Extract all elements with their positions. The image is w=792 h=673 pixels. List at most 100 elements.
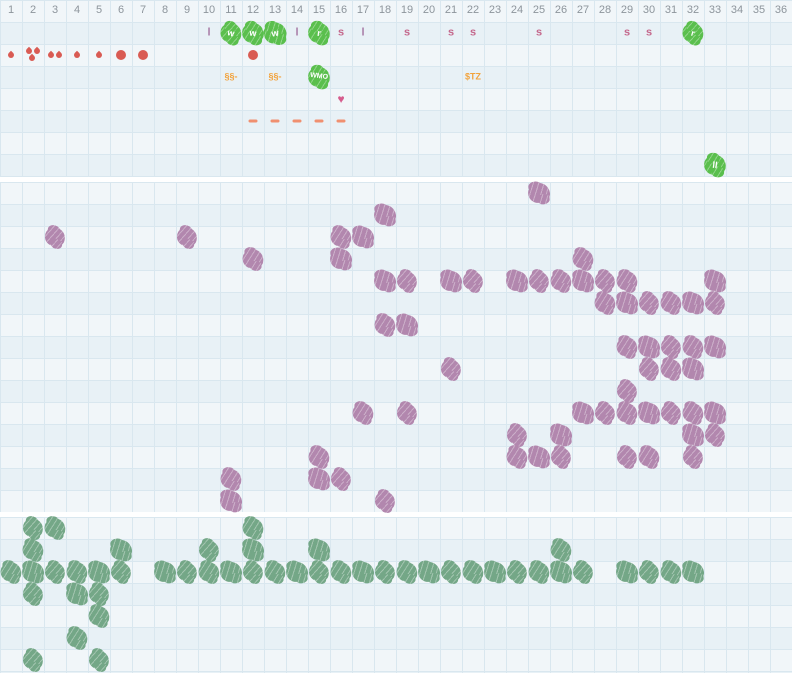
harvest-mark-blob: [328, 467, 354, 491]
week-number: 23: [488, 4, 502, 16]
water-droplet: [72, 50, 82, 60]
green-marker-blob: w: [262, 21, 288, 45]
planting-mark-blob: [659, 561, 683, 583]
week-number: 28: [598, 4, 612, 16]
harvest-mark-blob: [571, 248, 595, 270]
green-marker-label: WMO: [309, 71, 329, 82]
week-number: 25: [532, 4, 546, 16]
week-number: 8: [161, 4, 169, 16]
green-marker-blob: WMO: [306, 65, 332, 89]
harvest-mark-blob: [394, 401, 420, 425]
week-number: 3: [51, 4, 59, 16]
harvest-mark-blob: [659, 358, 683, 380]
water-drop-icon: [23, 45, 43, 65]
harvest-mark-blob: [218, 489, 244, 513]
watering-dot-icon: [248, 50, 258, 60]
planting-mark-blob: [614, 560, 640, 584]
harvest-mark-blob: [372, 269, 398, 293]
dash-icon: [248, 119, 258, 123]
activity-letter: l: [207, 26, 211, 39]
green-marker-label: r: [690, 27, 696, 39]
green-marker-label: w: [226, 27, 236, 39]
harvest-mark-blob: [680, 423, 706, 447]
planting-mark-blob: [21, 539, 45, 561]
harvest-mark-blob: [394, 313, 420, 337]
planting-mark-blob: [64, 582, 90, 606]
planting-mark-blob: [20, 560, 46, 584]
harvest-mark-blob: [680, 291, 706, 315]
week-number: 33: [708, 4, 722, 16]
water-drop-icon: [45, 45, 65, 65]
harvest-mark-blob: [307, 446, 331, 468]
harvest-mark-blob: [372, 489, 398, 513]
harvest-mark-blob: [592, 269, 618, 293]
planting-mark-blob: [0, 561, 23, 583]
activity-letter: l: [295, 26, 299, 39]
week-number: 32: [686, 4, 700, 16]
planting-mark-blob: [197, 561, 221, 583]
harvest-mark-blob: [702, 291, 728, 315]
activity-letter: l: [361, 26, 365, 39]
week-number: 17: [356, 4, 370, 16]
harvest-mark-blob: [702, 423, 728, 447]
planting-mark-blob: [680, 560, 706, 584]
harvest-mark-blob: [659, 292, 683, 314]
harvest-mark-blob: [636, 357, 662, 381]
planting-mark-blob: [306, 560, 332, 584]
water-drop-icon: [67, 45, 87, 65]
week-number: 24: [510, 4, 524, 16]
harvest-mark-blob: [438, 269, 464, 293]
harvest-mark-blob: [351, 402, 375, 424]
cost-code-text: $TZ: [464, 71, 482, 82]
week-number: 31: [664, 4, 678, 16]
harvest-mark-blob: [680, 357, 706, 381]
week-number: 20: [422, 4, 436, 16]
week-number: 5: [95, 4, 103, 16]
planting-grid-section: [0, 516, 792, 673]
activity-letter: s: [645, 26, 653, 39]
week-number: 27: [576, 4, 590, 16]
harvest-mark-blob: [615, 336, 639, 358]
planting-mark-blob: [86, 582, 112, 606]
planting-mark-blob: [241, 517, 265, 539]
week-number: 11: [225, 4, 237, 16]
harvest-mark-blob: [372, 203, 398, 227]
activity-letter: s: [623, 26, 631, 39]
planting-mark-blob: [196, 538, 222, 562]
harvest-mark-blob: [592, 401, 618, 425]
harvest-mark-blob: [350, 225, 376, 249]
week-number: 1: [7, 4, 15, 16]
green-marker-label: w: [248, 27, 258, 39]
harvest-mark-blob: [702, 269, 728, 293]
harvest-mark-blob: [42, 225, 68, 249]
planting-mark-blob: [174, 560, 200, 584]
week-number: 14: [290, 4, 304, 16]
water-droplet: [27, 53, 37, 63]
harvest-mark-blob: [328, 247, 354, 271]
harvest-mark-blob: [615, 402, 639, 424]
harvest-mark-blob: [702, 401, 728, 425]
calendar-header-section: 1 2 3 4 5 6 7 8 9 10 11 12 13 14 15 16 17 18 19 20 21 22 23 24 2…: [0, 0, 792, 177]
planting-mark-blob: [549, 539, 573, 561]
activity-letter: s: [469, 26, 477, 39]
dash-icon: [314, 119, 324, 123]
harvest-mark-blob: [681, 402, 705, 424]
green-marker-blob: r: [306, 21, 332, 45]
week-number: 16: [334, 4, 348, 16]
harvest-mark-blob: [548, 423, 574, 447]
cost-code-text: §§-: [268, 71, 282, 82]
harvest-mark-blob: [549, 270, 573, 292]
week-number: 10: [202, 4, 216, 16]
harvest-mark-blob: [636, 401, 662, 425]
harvest-mark-blob: [614, 445, 640, 469]
planting-mark-blob: [240, 538, 266, 562]
week-number: 7: [139, 4, 147, 16]
harvest-mark-blob: [174, 225, 200, 249]
week-number: 26: [554, 4, 568, 16]
planting-mark-blob: [20, 648, 46, 672]
planting-mark-blob: [43, 517, 67, 539]
harvest-mark-blob: [658, 401, 684, 425]
week-number: 6: [117, 4, 125, 16]
harvest-mark-blob: [570, 269, 596, 293]
